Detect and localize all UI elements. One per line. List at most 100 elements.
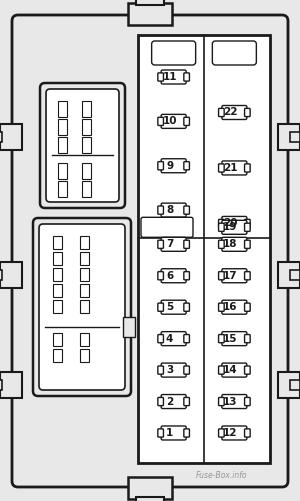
FancyBboxPatch shape [158, 240, 164, 248]
FancyBboxPatch shape [161, 203, 186, 217]
FancyBboxPatch shape [222, 269, 247, 283]
FancyBboxPatch shape [219, 164, 224, 172]
Bar [82, 119, 91, 135]
Text: Fuse-Box.info: Fuse-Box.info [196, 471, 248, 480]
FancyBboxPatch shape [161, 114, 186, 128]
FancyBboxPatch shape [222, 237, 247, 252]
Bar [82, 181, 91, 197]
FancyBboxPatch shape [184, 240, 189, 248]
FancyBboxPatch shape [184, 397, 189, 406]
Bar [53, 236, 62, 249]
Bar [128, 477, 172, 499]
FancyBboxPatch shape [244, 397, 250, 406]
FancyBboxPatch shape [222, 332, 247, 346]
Bar [58, 101, 67, 117]
FancyBboxPatch shape [222, 363, 247, 377]
FancyBboxPatch shape [161, 159, 186, 173]
Bar [53, 252, 62, 265]
FancyBboxPatch shape [222, 300, 247, 314]
FancyBboxPatch shape [39, 224, 125, 390]
Text: 21: 21 [223, 163, 238, 173]
FancyBboxPatch shape [222, 220, 247, 234]
Bar [290, 380, 300, 390]
Bar [290, 270, 300, 280]
Bar [278, 372, 300, 398]
FancyBboxPatch shape [161, 426, 186, 440]
Bar [82, 163, 91, 179]
FancyBboxPatch shape [219, 335, 224, 343]
Bar [80, 236, 89, 249]
Bar [278, 262, 300, 288]
Text: 2: 2 [166, 396, 173, 406]
FancyBboxPatch shape [219, 108, 224, 117]
FancyBboxPatch shape [161, 395, 186, 408]
FancyBboxPatch shape [219, 397, 224, 406]
FancyBboxPatch shape [222, 395, 247, 408]
FancyBboxPatch shape [12, 15, 288, 487]
Text: 7: 7 [166, 239, 173, 249]
Text: 17: 17 [223, 271, 238, 281]
Bar [80, 252, 89, 265]
Bar [58, 137, 67, 153]
FancyBboxPatch shape [161, 300, 186, 314]
FancyBboxPatch shape [33, 218, 131, 396]
FancyBboxPatch shape [219, 219, 224, 227]
FancyBboxPatch shape [222, 216, 247, 230]
FancyBboxPatch shape [161, 70, 186, 84]
Bar [290, 132, 300, 142]
Bar [0, 132, 2, 142]
FancyBboxPatch shape [244, 303, 250, 311]
Bar [136, 0, 164, 5]
FancyBboxPatch shape [244, 335, 250, 343]
Text: 20: 20 [223, 218, 238, 228]
Text: 10: 10 [162, 116, 177, 126]
FancyBboxPatch shape [244, 429, 250, 437]
FancyBboxPatch shape [141, 217, 193, 237]
FancyBboxPatch shape [244, 240, 250, 248]
FancyBboxPatch shape [158, 397, 164, 406]
Bar [80, 284, 89, 297]
FancyBboxPatch shape [158, 366, 164, 374]
FancyBboxPatch shape [184, 162, 189, 170]
Bar [82, 137, 91, 153]
Text: 18: 18 [223, 239, 238, 249]
FancyBboxPatch shape [212, 41, 256, 65]
FancyBboxPatch shape [184, 335, 189, 343]
Bar [58, 163, 67, 179]
Text: 6: 6 [166, 271, 173, 281]
FancyBboxPatch shape [219, 272, 224, 280]
FancyBboxPatch shape [184, 73, 189, 81]
Bar [0, 380, 2, 390]
Text: 9: 9 [166, 161, 173, 171]
Bar [138, 35, 270, 463]
Bar [0, 372, 22, 398]
Bar [80, 349, 89, 362]
FancyBboxPatch shape [222, 426, 247, 440]
FancyBboxPatch shape [184, 429, 189, 437]
FancyBboxPatch shape [219, 303, 224, 311]
FancyBboxPatch shape [152, 41, 196, 65]
FancyBboxPatch shape [40, 83, 125, 208]
Bar [128, 3, 172, 25]
Bar [53, 268, 62, 281]
FancyBboxPatch shape [219, 366, 224, 374]
FancyBboxPatch shape [184, 272, 189, 280]
FancyBboxPatch shape [158, 272, 164, 280]
Bar [0, 270, 2, 280]
FancyBboxPatch shape [184, 117, 189, 125]
Bar [0, 262, 22, 288]
Text: 4: 4 [166, 334, 173, 344]
FancyBboxPatch shape [161, 237, 186, 252]
Text: 14: 14 [223, 365, 238, 375]
FancyBboxPatch shape [244, 108, 250, 117]
Bar [58, 119, 67, 135]
FancyBboxPatch shape [222, 161, 247, 175]
Text: 5: 5 [166, 302, 173, 312]
FancyBboxPatch shape [184, 366, 189, 374]
FancyBboxPatch shape [244, 223, 250, 231]
FancyBboxPatch shape [46, 89, 119, 202]
Bar [53, 333, 62, 346]
FancyBboxPatch shape [184, 206, 189, 214]
Bar [53, 349, 62, 362]
Bar [136, 497, 164, 501]
